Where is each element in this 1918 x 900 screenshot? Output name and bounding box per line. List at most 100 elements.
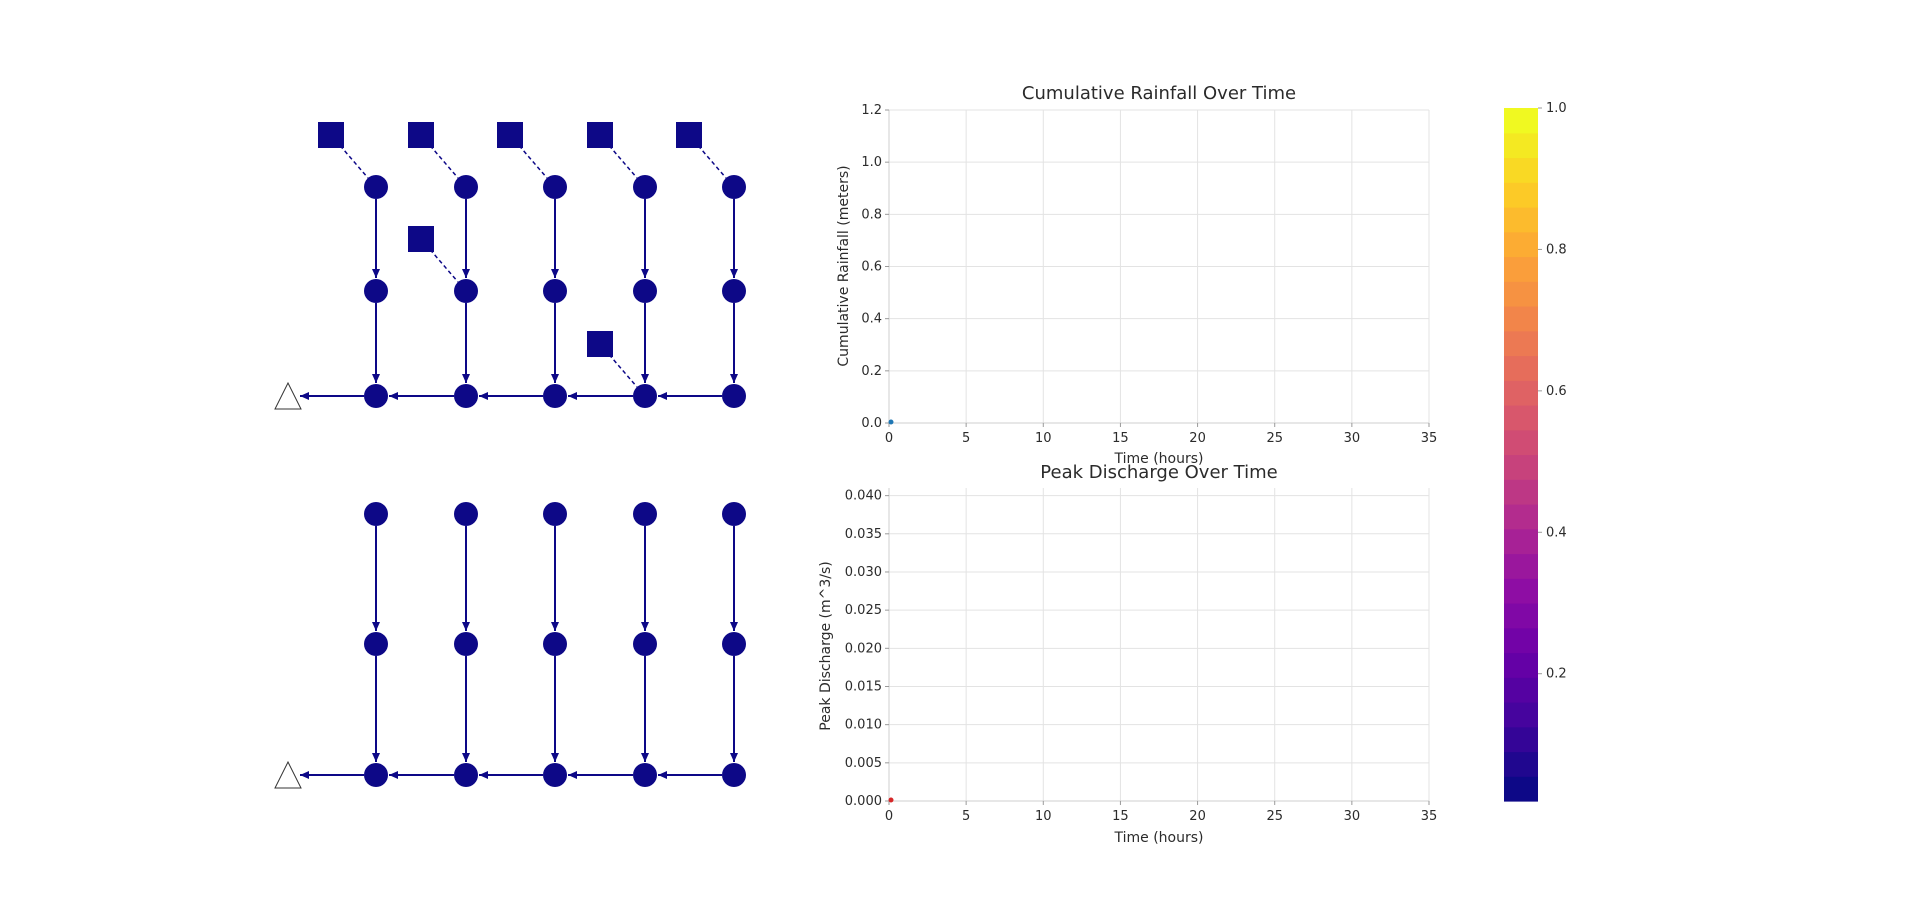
x-tick-label: 30 (1344, 431, 1361, 446)
y-tick-label: 0.005 (845, 756, 882, 771)
colorbar-segment (1504, 157, 1538, 183)
rainfall-chart-title: Cumulative Rainfall Over Time (1022, 83, 1296, 104)
x-tick-label: 20 (1189, 809, 1206, 824)
colorbar-segment (1504, 553, 1538, 579)
colorbar-tick-label: 0.8 (1546, 242, 1567, 257)
junction-node (722, 763, 746, 787)
colorbar-segment (1504, 429, 1538, 456)
y-tick-label: 0.020 (845, 641, 882, 656)
colorbar-segment (1504, 479, 1538, 505)
junction-node (454, 175, 478, 199)
junction-node (543, 175, 567, 199)
junction-node (454, 384, 478, 408)
rainfall-data-point (888, 419, 894, 425)
junction-node (364, 279, 388, 303)
colorbar-segment (1504, 182, 1538, 208)
junction-node (543, 763, 567, 787)
rain-source-node (676, 122, 702, 148)
x-tick-label: 0 (885, 431, 893, 446)
x-tick-label: 10 (1035, 809, 1052, 824)
junction-node (543, 384, 567, 408)
drainage-network-top (274, 122, 746, 410)
x-tick-label: 0 (885, 809, 893, 824)
x-tick-label: 20 (1189, 431, 1206, 446)
y-tick-label: 0.010 (845, 718, 882, 733)
discharge-grid (888, 488, 1430, 802)
outlet-node (274, 760, 302, 789)
colorbar-segment (1504, 702, 1538, 728)
junction-node (722, 279, 746, 303)
y-tick-label: 1.0 (861, 155, 882, 170)
colorbar-segment (1504, 578, 1538, 604)
x-tick-label: 35 (1421, 431, 1438, 446)
colorbar-segment (1504, 504, 1538, 530)
x-tick-label: 25 (1266, 431, 1283, 446)
colorbar-tick-label: 0.2 (1546, 667, 1567, 682)
y-tick-label: 0.040 (845, 489, 882, 504)
rain-source-node (587, 122, 613, 148)
rain-source-node (497, 122, 523, 148)
junction-node (722, 632, 746, 656)
y-tick-label: 0.6 (861, 260, 882, 275)
y-tick-label: 1.2 (861, 103, 882, 118)
colorbar-segment (1504, 603, 1538, 629)
outlet-node (274, 381, 302, 410)
x-tick-label: 5 (962, 809, 970, 824)
junction-node (364, 384, 388, 408)
colorbar-segment (1504, 677, 1538, 703)
y-tick-label: 0.4 (861, 312, 882, 327)
y-tick-label: 0.030 (845, 565, 882, 580)
x-tick-label: 35 (1421, 809, 1438, 824)
rain-source-node (318, 122, 344, 148)
colorbar-segment (1504, 726, 1538, 753)
colorbar-segment (1504, 231, 1538, 258)
junction-node (454, 502, 478, 526)
junction-node (633, 279, 657, 303)
colorbar-segment (1504, 355, 1538, 381)
y-tick-label: 0.000 (845, 794, 882, 809)
colorbar-tick-label: 0.4 (1546, 525, 1567, 540)
colorbar-segment (1504, 751, 1538, 777)
junction-node (364, 632, 388, 656)
junction-node (454, 632, 478, 656)
y-tick-label: 0.035 (845, 527, 882, 542)
colorbar-segment (1504, 528, 1538, 555)
x-tick-label: 10 (1035, 431, 1052, 446)
colorbar-segment (1504, 454, 1538, 480)
rainfall-chart: Cumulative Rainfall Over Time Time (hour… (836, 83, 1437, 467)
rain-source-node (408, 122, 434, 148)
junction-node (543, 279, 567, 303)
junction-node (543, 502, 567, 526)
x-tick-label: 30 (1344, 809, 1361, 824)
colorbar-segment (1504, 108, 1538, 134)
discharge-chart-ylabel: Peak Discharge (m^3/s) (818, 561, 834, 730)
colorbar-segment (1504, 281, 1538, 307)
y-tick-label: 0.8 (861, 207, 882, 222)
colorbar-segment (1504, 380, 1538, 406)
rain-source-node (408, 226, 434, 252)
colorbar-tick-label: 1.0 (1546, 101, 1567, 116)
junction-node (543, 632, 567, 656)
rainfall-grid (888, 109, 1430, 424)
colorbar-segment (1504, 627, 1538, 654)
junction-node (722, 175, 746, 199)
junction-node (633, 384, 657, 408)
x-tick-label: 15 (1112, 809, 1129, 824)
junction-node (633, 763, 657, 787)
junction-node (633, 632, 657, 656)
y-tick-label: 0.015 (845, 679, 882, 694)
colorbar-segment (1504, 652, 1538, 678)
x-tick-label: 25 (1266, 809, 1283, 824)
colorbar-segment (1504, 330, 1538, 357)
y-tick-label: 0.2 (861, 364, 882, 379)
discharge-chart-title: Peak Discharge Over Time (1040, 462, 1277, 483)
colorbar-segment (1504, 256, 1538, 282)
colorbar: 0.2 0.4 0.6 0.8 1.0 (1504, 101, 1567, 802)
colorbar-segment (1504, 405, 1538, 431)
rain-source-node (587, 331, 613, 357)
junction-node (722, 384, 746, 408)
junction-node (722, 502, 746, 526)
y-tick-label: 0.025 (845, 603, 882, 618)
junction-node (633, 175, 657, 199)
colorbar-tick-label: 0.6 (1546, 384, 1567, 399)
